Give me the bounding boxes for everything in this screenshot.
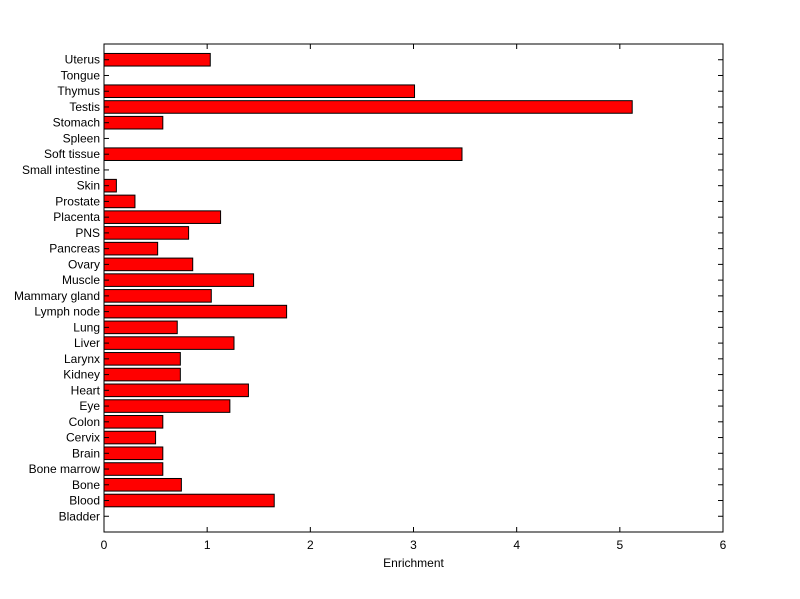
x-tick-label: 6 xyxy=(720,538,727,552)
y-tick-label: Cervix xyxy=(66,431,100,445)
y-tick-label: Lung xyxy=(73,320,100,334)
y-tick-label: Soft tissue xyxy=(44,147,100,161)
y-tick-label: Stomach xyxy=(53,116,100,130)
y-tick-label: Colon xyxy=(69,415,100,429)
bar-thymus xyxy=(103,84,416,99)
y-tick-label: Heart xyxy=(71,383,101,397)
bar-liver xyxy=(103,336,235,350)
bar-larynx xyxy=(103,352,181,366)
bar-colon xyxy=(103,415,164,429)
bar-placenta xyxy=(103,210,222,224)
bar-testis xyxy=(103,100,633,114)
x-tick-label: 2 xyxy=(307,538,314,552)
x-axis-label: Enrichment xyxy=(383,556,444,570)
y-tick-label: Muscle xyxy=(62,273,100,287)
bar-pns xyxy=(103,226,190,240)
bar-mammary-gland xyxy=(103,289,212,303)
y-tick-label: Thymus xyxy=(57,84,100,98)
y-tick-label: Bone marrow xyxy=(29,462,101,476)
y-tick-label: Pancreas xyxy=(49,242,100,256)
bar-pancreas xyxy=(103,241,159,256)
bar-kidney xyxy=(103,367,181,382)
x-tick-label: 1 xyxy=(204,538,211,552)
bar-ovary xyxy=(103,257,194,272)
y-tick-label: Bladder xyxy=(59,509,100,523)
y-tick-label: Testis xyxy=(69,100,100,114)
y-tick-label: Bone xyxy=(72,478,100,492)
x-tick-label: 3 xyxy=(410,538,417,552)
y-tick-label: Blood xyxy=(69,494,100,508)
x-tick-label: 0 xyxy=(101,538,108,552)
bar-stomach xyxy=(103,115,164,130)
bar-soft-tissue xyxy=(103,147,463,161)
y-tick-label: PNS xyxy=(75,226,100,240)
x-axis-ticks: 0 1 2 3 4 5 6 xyxy=(101,44,727,552)
bar-brain xyxy=(103,446,164,461)
y-tick-label: Ovary xyxy=(68,257,100,271)
plot-frame xyxy=(103,43,724,533)
bars-group xyxy=(103,52,633,508)
y-tick-label: Mammary gland xyxy=(14,289,100,303)
bar-lymph-node xyxy=(103,304,288,319)
x-tick-label: 4 xyxy=(513,538,520,552)
y-tick-label: Spleen xyxy=(63,131,100,145)
bar-muscle xyxy=(103,273,255,287)
y-tick-label: Placenta xyxy=(53,210,100,224)
y-tick-label: Kidney xyxy=(63,368,100,382)
y-tick-label: Larynx xyxy=(64,352,100,366)
y-tick-label: Skin xyxy=(77,179,100,193)
y-tick-label: Eye xyxy=(79,399,100,413)
bar-cervix xyxy=(103,430,157,445)
y-tick-label: Liver xyxy=(74,336,100,350)
bar-blood xyxy=(103,493,275,508)
x-tick-label: 5 xyxy=(616,538,623,552)
y-tick-label: Uterus xyxy=(65,53,100,67)
y-tick-label: Tongue xyxy=(61,68,101,82)
bar-bone-marrow xyxy=(103,462,164,476)
bar-heart xyxy=(103,383,249,398)
y-tick-label: Prostate xyxy=(55,194,100,208)
bar-lung xyxy=(103,320,178,335)
y-tick-label: Small intestine xyxy=(22,163,100,177)
bar-bone xyxy=(103,477,182,492)
y-tick-label: Brain xyxy=(72,446,100,460)
y-tick-label: Lymph node xyxy=(34,305,100,319)
bar-uterus xyxy=(103,52,211,67)
bar-eye xyxy=(103,399,231,413)
